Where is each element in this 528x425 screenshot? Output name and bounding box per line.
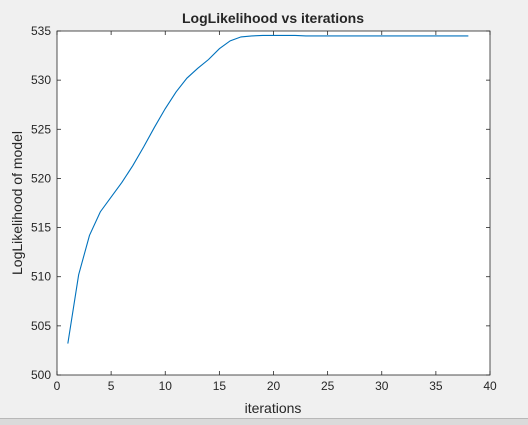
x-tick-label: 10 [159,379,173,393]
window-bottom-bar [0,418,528,425]
y-tick-label: 510 [31,270,51,284]
y-tick-label: 530 [31,73,51,87]
x-tick-label: 0 [54,379,61,393]
y-tick-label: 520 [31,171,51,185]
y-axis-label: LogLikelihood of model [9,131,25,275]
chart-title: LogLikelihood vs iterations [182,10,364,26]
x-tick-label: 20 [267,379,281,393]
data-series [67,34,469,344]
x-tick-label: 40 [483,379,497,393]
series-line [67,34,469,344]
plot-area [56,30,491,376]
x-axis-label: iterations [245,400,302,416]
y-tick-label: 535 [31,24,51,38]
y-tick-label: 505 [31,319,51,333]
x-tick-label: 35 [429,379,443,393]
y-tick-label: 500 [31,368,51,382]
y-tick-label: 525 [31,122,51,136]
x-tick-label: 30 [375,379,389,393]
x-tick-label: 25 [321,379,335,393]
x-tick-label: 5 [108,379,115,393]
x-tick-label: 15 [213,379,227,393]
y-tick-label: 515 [31,221,51,235]
